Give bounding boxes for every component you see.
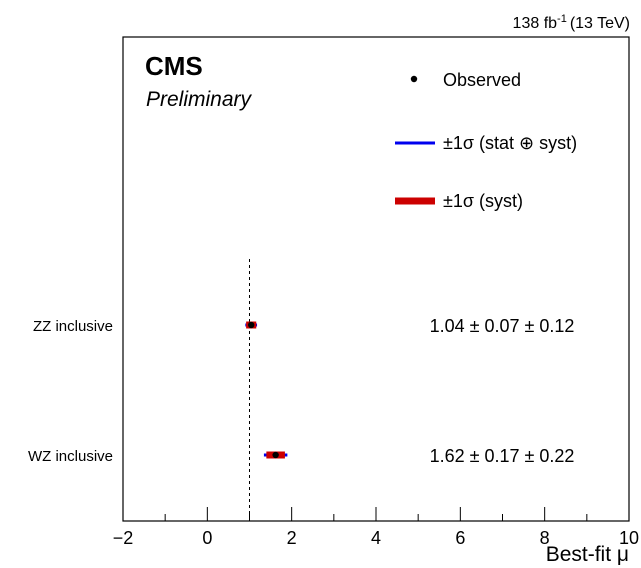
x-axis-ticks bbox=[122, 507, 630, 521]
value-label: 1.04 ± 0.07 ± 0.12 bbox=[430, 316, 575, 336]
value-label: 1.62 ± 0.17 ± 0.22 bbox=[430, 446, 575, 466]
category-label: ZZ inclusive bbox=[33, 318, 113, 335]
x-tick-label: 4 bbox=[371, 528, 381, 548]
x-tick-label: 0 bbox=[202, 528, 212, 548]
x-tick-label: 10 bbox=[619, 528, 639, 548]
lumi-exponent: -1 bbox=[557, 13, 567, 25]
x-tick-label: 2 bbox=[287, 528, 297, 548]
lumi-energy: (13 TeV) bbox=[570, 15, 630, 32]
legend-observed-marker bbox=[410, 75, 418, 83]
legend: Observed ±1σ (stat ⊕ syst) ±1σ (syst) bbox=[395, 70, 577, 211]
x-tick-label: −2 bbox=[113, 528, 134, 548]
legend-syst-label: ±1σ (syst) bbox=[443, 191, 523, 211]
status-label: Preliminary bbox=[146, 88, 253, 111]
category-label: WZ inclusive bbox=[28, 448, 113, 465]
experiment-label: CMS bbox=[145, 51, 203, 81]
legend-total-label: ±1σ (stat ⊕ syst) bbox=[443, 133, 577, 153]
x-axis-tick-labels: −2 0 2 4 6 8 10 bbox=[113, 528, 639, 548]
observed-point bbox=[272, 451, 279, 459]
x-axis-title: Best-fit μ bbox=[546, 543, 629, 566]
observed-point bbox=[247, 321, 255, 329]
x-tick-label: 6 bbox=[455, 528, 465, 548]
lumi-prefix: 138 fb bbox=[513, 15, 558, 32]
x-tick-label: 8 bbox=[540, 528, 550, 548]
legend-observed-label: Observed bbox=[443, 70, 521, 90]
measurements: ZZ inclusive 1.04 ± 0.07 ± 0.12 WZ inclusi… bbox=[28, 316, 574, 466]
lumi-label: 138 fb-1 (13 TeV) bbox=[513, 13, 630, 32]
